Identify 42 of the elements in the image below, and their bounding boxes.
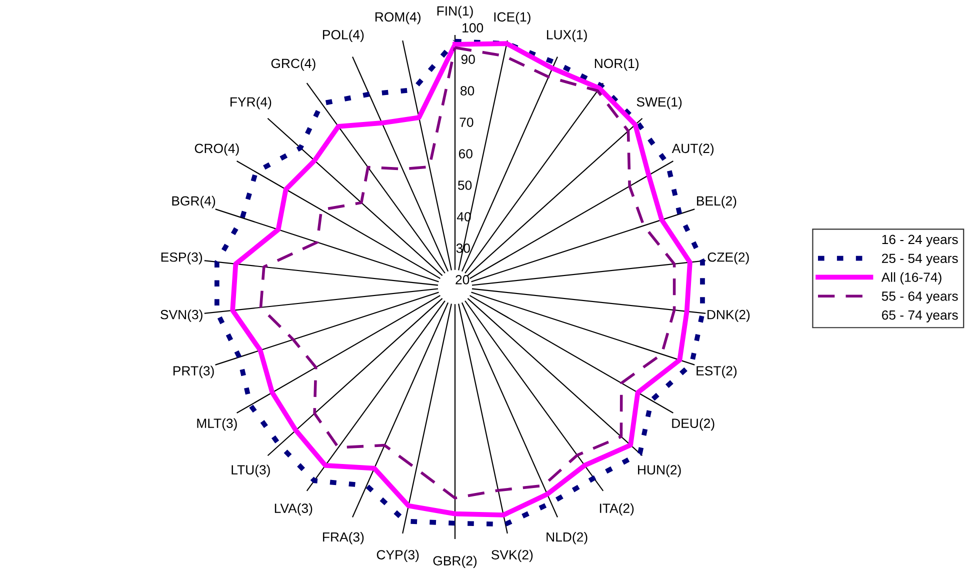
spoke-label: BGR(4) (172, 196, 216, 208)
spoke-label: GBR(2) (433, 556, 477, 568)
spoke-label: EST(2) (696, 366, 737, 378)
spoke-label: DEU(2) (672, 418, 714, 431)
spoke-label: CRO(4) (194, 143, 239, 156)
spoke-label: CYP(3) (376, 550, 419, 562)
spoke-label: ITA(2) (600, 503, 634, 516)
legend-label: 55 - 64 years (882, 291, 958, 304)
spoke-label: POL(4) (323, 30, 364, 42)
text: 65 - 74 years (882, 310, 958, 322)
series-label: 16 - 24 years (882, 234, 958, 247)
spoke-label: SWE(1) (636, 96, 682, 110)
legend-label: All (16-74) (881, 272, 942, 285)
y-tick-label: 20 (456, 275, 470, 284)
spoke-label: BEL(2) (697, 196, 736, 208)
y-tick-label: 50 (458, 180, 472, 190)
spoke-label: SVK(2) (491, 550, 533, 562)
spoke-label: FRA(3) (323, 532, 364, 544)
spoke-label: HUN(2) (638, 464, 681, 478)
spoke-label: LTU(3) (232, 464, 270, 478)
y-tick-label: 80 (460, 86, 474, 96)
legend-label: 25 - 54 years (882, 254, 958, 266)
spoke-label: DNK(2) (708, 310, 750, 322)
spoke-label: ICE(1) (494, 12, 530, 24)
spoke-label: LVA(3) (274, 503, 312, 516)
y-tick-label: 90 (461, 54, 475, 64)
spoke-label: SVN(3) (160, 310, 202, 322)
y-tick-label: 60 (458, 149, 472, 158)
spoke-label: CZE(2) (708, 252, 749, 264)
spoke-label: FYR(4) (230, 96, 272, 110)
spoke-label: ESP(3) (161, 252, 202, 264)
spoke-label: FIN(1) (437, 6, 473, 18)
y-tick-label: 70 (460, 118, 474, 127)
spoke-label: LUX(1) (547, 30, 587, 42)
spoke-label: NLD(2) (546, 532, 588, 544)
spoke-label: MLT(3) (197, 418, 237, 431)
y-tick-label: 100 (462, 23, 484, 32)
spoke-label: ROM(4) (375, 12, 420, 24)
spoke-label: AUT(2) (672, 143, 714, 156)
spoke-label: GRC(4) (271, 58, 316, 71)
spoke-label: NOR(1) (594, 58, 638, 71)
spoke-label: PRT(3) (173, 366, 214, 378)
